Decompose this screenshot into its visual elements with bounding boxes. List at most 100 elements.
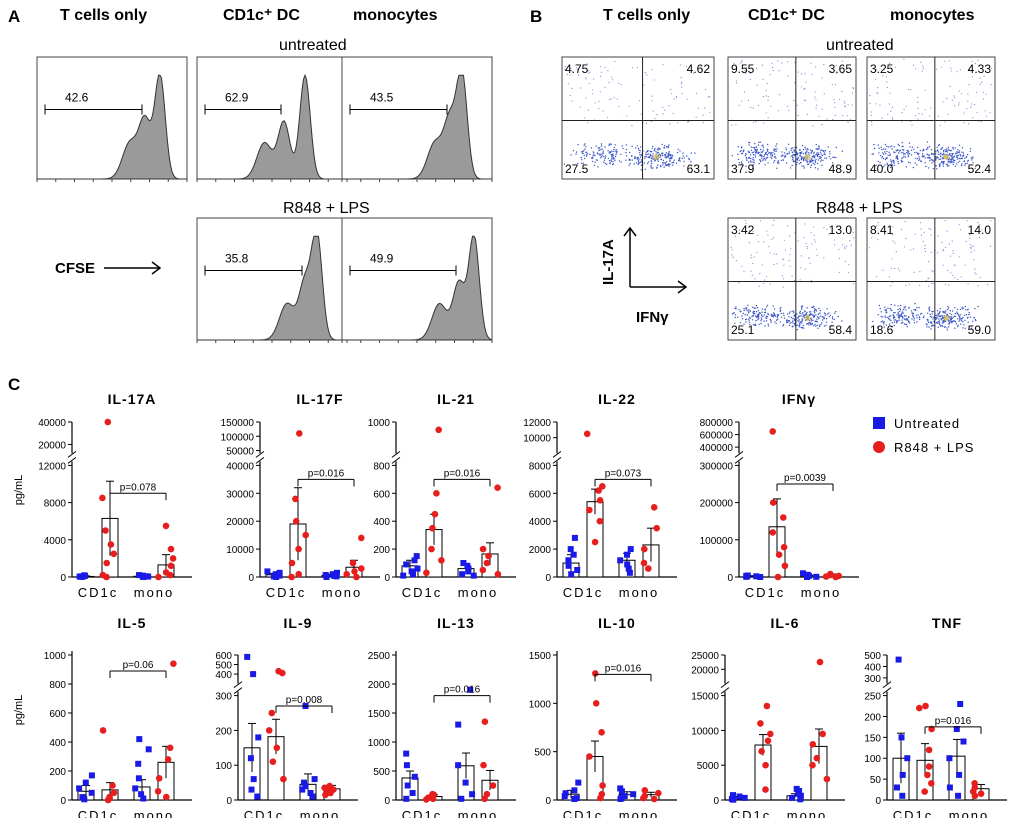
data-point xyxy=(617,557,624,564)
event-dot xyxy=(633,163,635,165)
event-dot xyxy=(810,232,812,234)
event-dot xyxy=(742,312,744,315)
event-dot xyxy=(943,152,945,154)
event-dot xyxy=(651,154,653,157)
event-dot xyxy=(760,322,762,325)
event-dot xyxy=(767,325,770,327)
event-dot xyxy=(897,162,900,165)
data-point xyxy=(455,762,462,769)
event-dot xyxy=(690,152,692,154)
event-dot xyxy=(894,66,896,68)
event-dot xyxy=(569,74,571,76)
event-dot xyxy=(593,164,596,167)
data-point xyxy=(583,430,591,438)
event-dot xyxy=(920,160,922,162)
event-dot xyxy=(950,316,953,318)
event-dot xyxy=(927,321,930,324)
event-dot xyxy=(792,320,794,322)
event-dot xyxy=(884,158,887,161)
event-dot xyxy=(847,104,849,106)
event-dot xyxy=(798,319,801,321)
event-dot xyxy=(818,146,820,148)
data-point xyxy=(928,780,935,787)
event-dot xyxy=(821,316,824,318)
event-dot xyxy=(886,157,888,159)
data-point xyxy=(592,670,599,677)
event-dot xyxy=(852,88,855,90)
event-dot xyxy=(781,62,783,64)
event-dot xyxy=(774,321,776,323)
event-dot xyxy=(571,100,573,102)
event-dot xyxy=(924,245,926,247)
event-dot xyxy=(819,155,821,158)
legend-untreated-swatch xyxy=(873,417,885,429)
event-dot xyxy=(928,285,930,287)
event-dot xyxy=(814,167,817,169)
p-value: p=0.016 xyxy=(605,663,642,674)
data-point xyxy=(489,782,497,789)
chart-title: IL-9 xyxy=(284,615,313,631)
event-dot xyxy=(897,160,899,163)
event-dot xyxy=(762,96,765,98)
event-dot xyxy=(928,310,931,312)
event-dot xyxy=(572,150,575,152)
event-dot xyxy=(772,69,775,71)
data-point xyxy=(455,721,462,728)
event-dot xyxy=(828,316,830,318)
y-tick-label: 800000 xyxy=(700,418,734,429)
y-tick-label: 600000 xyxy=(700,431,734,442)
data-point xyxy=(103,559,110,567)
event-dot xyxy=(936,316,938,319)
event-dot xyxy=(918,306,920,309)
event-dot xyxy=(902,317,904,319)
event-dot xyxy=(807,161,809,163)
p-value: p=0.016 xyxy=(308,468,345,479)
event-dot xyxy=(753,310,755,313)
x-group-label: CD1c xyxy=(244,808,285,818)
event-dot xyxy=(917,118,919,120)
data-point xyxy=(819,730,826,738)
data-point xyxy=(164,756,172,763)
event-dot xyxy=(943,150,945,153)
data-point xyxy=(774,573,782,581)
data-point xyxy=(483,790,491,798)
event-dot xyxy=(777,315,779,317)
event-dot xyxy=(947,326,950,328)
event-dot xyxy=(899,149,902,152)
event-dot xyxy=(802,158,805,161)
event-dot xyxy=(659,148,661,150)
event-dot xyxy=(871,237,873,239)
event-dot xyxy=(894,312,896,314)
event-dot xyxy=(749,78,751,81)
event-dot xyxy=(957,278,959,281)
cfse-arrow xyxy=(104,261,162,275)
event-dot xyxy=(816,321,818,323)
event-dot xyxy=(927,148,929,150)
event-dot xyxy=(818,324,821,326)
event-dot xyxy=(758,317,760,320)
event-dot xyxy=(741,315,743,317)
event-dot xyxy=(901,157,903,160)
event-dot xyxy=(820,149,822,151)
event-dot xyxy=(948,243,951,245)
event-dot xyxy=(758,159,761,161)
event-dot xyxy=(914,233,916,235)
event-dot xyxy=(603,161,605,163)
header-cd1c-a: CD1c⁺ DC xyxy=(223,7,300,24)
event-dot xyxy=(970,103,973,105)
data-point xyxy=(645,565,652,572)
quadrant-lr: 52.4 xyxy=(968,162,992,176)
event-dot xyxy=(814,161,817,163)
event-dot xyxy=(956,308,959,311)
event-dot xyxy=(814,163,816,165)
data-point xyxy=(76,785,83,792)
event-dot xyxy=(766,230,768,232)
event-dot xyxy=(751,315,753,318)
data-point xyxy=(247,755,254,762)
y-tick-label: 800 xyxy=(49,680,66,691)
event-dot xyxy=(773,153,776,155)
data-point xyxy=(598,790,606,798)
event-dot xyxy=(902,308,905,311)
event-dot xyxy=(892,234,894,236)
quadrant-ul: 3.42 xyxy=(731,223,755,237)
